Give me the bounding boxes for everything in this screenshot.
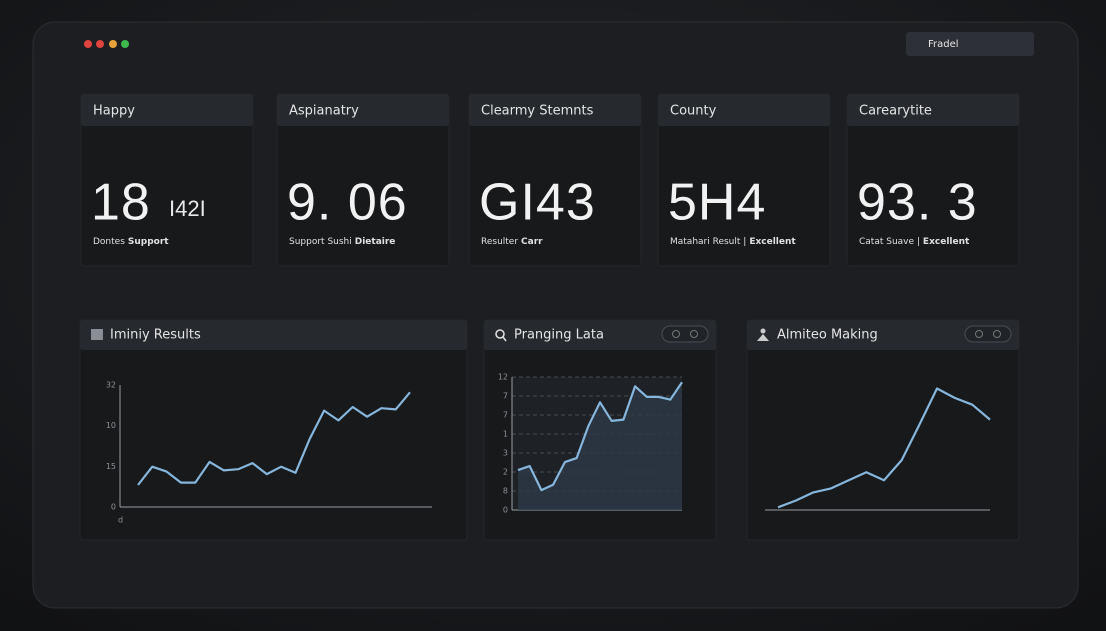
card-caption: Dontes Support xyxy=(93,237,169,247)
card-value: 93. 3 xyxy=(857,174,978,232)
card-value: GI43 xyxy=(479,174,596,232)
card-caption-text: Catat Suave | xyxy=(859,237,920,247)
card-caption-text: Matahari Result | xyxy=(670,237,746,247)
y-axis-label: 15 xyxy=(106,462,116,471)
y-axis-label: 0 xyxy=(503,506,508,515)
card-title: Aspianatry xyxy=(289,104,359,119)
panel-header xyxy=(484,320,716,350)
header-button[interactable] xyxy=(906,32,1034,56)
line xyxy=(777,387,991,509)
panel-icon xyxy=(502,336,507,342)
card-caption-bold: Excellent xyxy=(749,237,796,247)
panel-title: Almiteo Making xyxy=(777,328,878,343)
card-header xyxy=(469,94,641,126)
card-header xyxy=(81,94,253,126)
panel-title: Pranging Lata xyxy=(514,328,604,343)
card-caption-bold: Excellent xyxy=(923,237,970,247)
card-caption-text: Dontes xyxy=(93,237,125,247)
y-axis-label: 32 xyxy=(106,381,116,390)
card-caption-bold: Carr xyxy=(521,237,543,247)
panel-tool[interactable] xyxy=(993,330,1001,338)
card-caption: Matahari Result | Excellent xyxy=(670,237,796,247)
panel-title: Iminiy Results xyxy=(110,328,201,343)
panel-tool[interactable] xyxy=(690,330,698,338)
card-caption: Support Sushi Dietaire xyxy=(289,237,395,247)
panel-icon xyxy=(757,334,769,341)
card-caption-bold: Support xyxy=(128,237,169,247)
panel-tool[interactable] xyxy=(975,330,983,338)
card-header xyxy=(277,94,449,126)
line xyxy=(137,391,411,486)
y-axis-label: 8 xyxy=(503,487,508,496)
x-axis-label: d xyxy=(118,516,123,525)
card-title: Carearytite xyxy=(859,104,932,119)
card-title: Clearmy Stemnts xyxy=(481,104,594,119)
y-axis-label: 7 xyxy=(503,392,508,401)
window-dot[interactable] xyxy=(96,40,104,48)
panel-toolbar xyxy=(661,325,709,343)
card-caption-text: Resulter xyxy=(481,237,518,247)
panel-icon xyxy=(91,329,103,340)
y-axis-label: 12 xyxy=(498,373,508,382)
panel-header xyxy=(747,320,1019,350)
y-axis-label: 3 xyxy=(503,449,508,458)
window-dot[interactable] xyxy=(84,40,92,48)
card-title: Happy xyxy=(93,104,135,119)
window-dot[interactable] xyxy=(109,40,117,48)
y-axis-label: 1 xyxy=(503,430,508,439)
panel-icon xyxy=(495,329,505,339)
window-dot[interactable] xyxy=(121,40,129,48)
y-axis-label: 10 xyxy=(106,421,116,430)
panel-icon xyxy=(760,328,766,334)
card-value: 5H4 xyxy=(668,174,766,232)
y-axis-label: 2 xyxy=(503,468,508,477)
card-secondary-value: I42I xyxy=(169,196,206,221)
area xyxy=(518,382,682,510)
y-axis-label: 0 xyxy=(111,503,116,512)
card-caption-bold: Dietaire xyxy=(355,237,396,247)
card-value: 9. 06 xyxy=(287,174,408,232)
line xyxy=(517,381,683,492)
panel xyxy=(746,319,1020,541)
card-caption: Resulter Carr xyxy=(481,237,543,247)
card-caption-text: Support Sushi xyxy=(289,237,352,247)
card-value: 18 xyxy=(91,174,151,232)
panel-tool[interactable] xyxy=(672,330,680,338)
card-header xyxy=(658,94,830,126)
card-title: County xyxy=(670,104,717,119)
panel-toolbar xyxy=(964,325,1012,343)
card-caption: Catat Suave | Excellent xyxy=(859,237,970,247)
y-axis-label: 7 xyxy=(503,411,508,420)
card-header xyxy=(847,94,1019,126)
header-button-label: Fradel xyxy=(928,39,959,50)
panel-header xyxy=(80,320,467,350)
